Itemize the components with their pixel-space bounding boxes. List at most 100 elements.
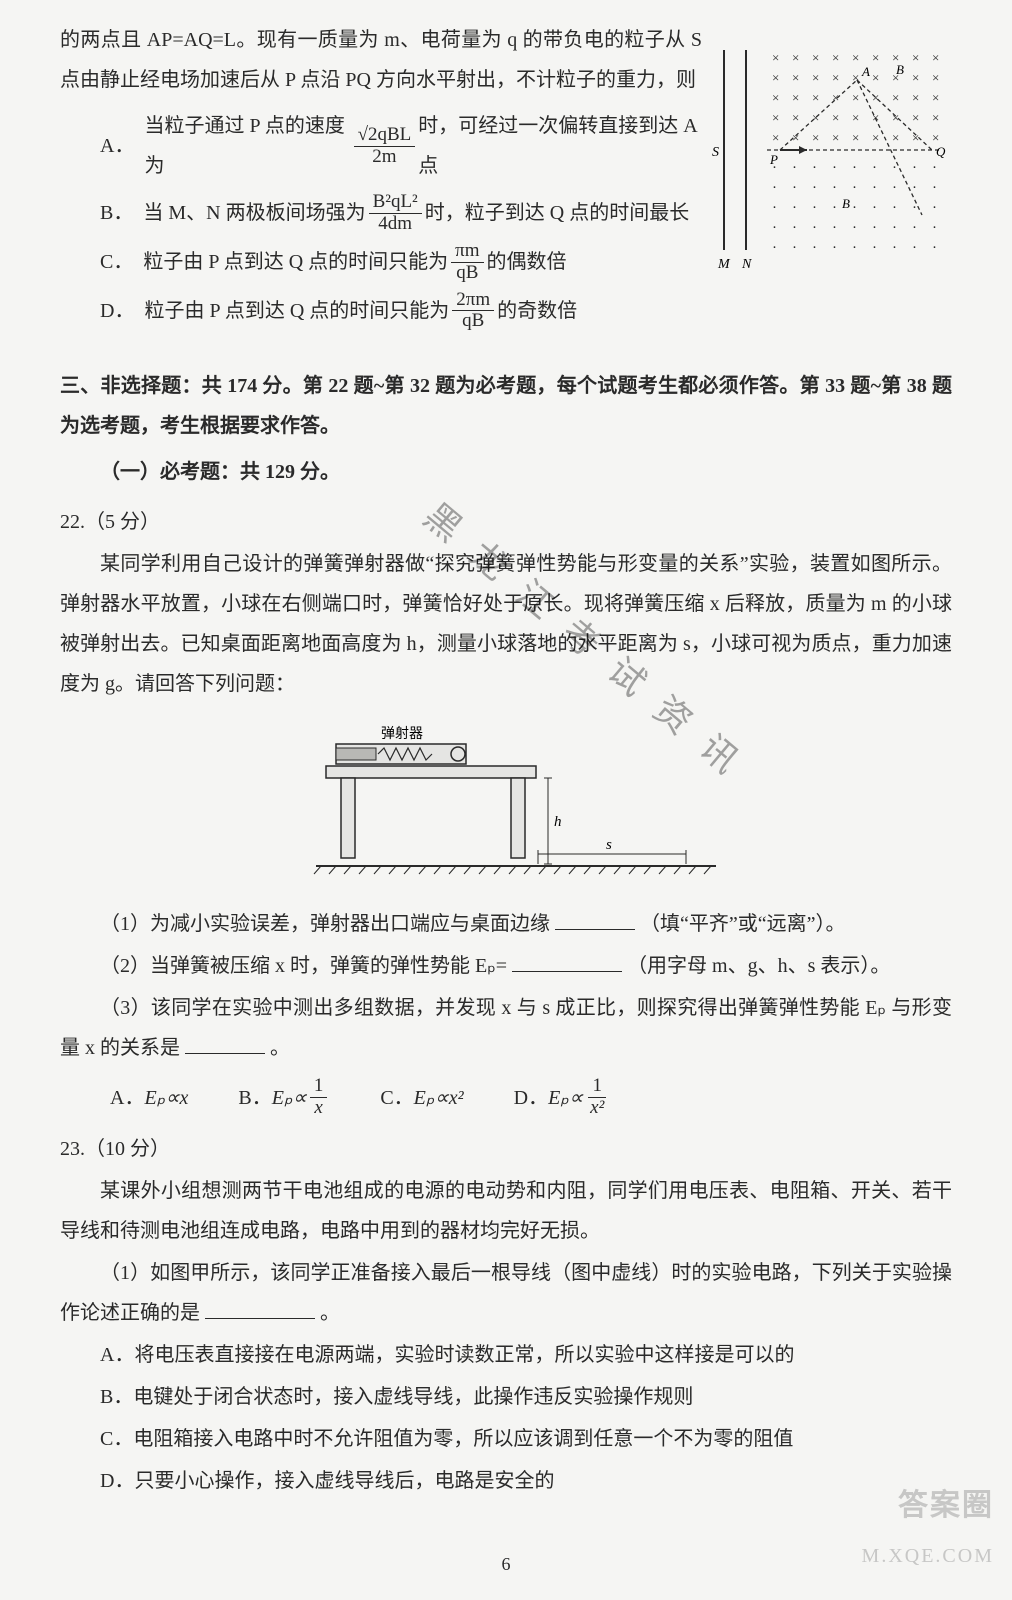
q21-option-d: D． 粒子由 P 点到达 Q 点的时间只能为 2πm qB 的奇数倍 <box>60 290 702 333</box>
fraction: πm qB <box>451 241 483 284</box>
svg-text:×: × <box>892 110 899 125</box>
svg-text:·: · <box>832 200 837 216</box>
q21-diagram: S M N ××××××××× ××××××××× ××××××××× ××××… <box>712 20 952 280</box>
svg-text:×: × <box>872 130 879 145</box>
svg-text:·: · <box>812 160 817 176</box>
option-label: A． <box>100 126 134 166</box>
svg-text:×: × <box>832 110 839 125</box>
svg-text:×: × <box>932 130 939 145</box>
svg-text:×: × <box>852 50 859 65</box>
q22-opt-c-text: Eₚ∝x² <box>414 1078 464 1118</box>
q21-b-post: 时，粒子到达 Q 点的时间最长 <box>425 193 689 233</box>
svg-text:·: · <box>892 220 897 236</box>
svg-text:·: · <box>932 160 937 176</box>
svg-text:×: × <box>772 110 779 125</box>
q22-sub3: （3）该同学在实验中测出多组数据，并发现 x 与 s 成正比，则探究得出弹簧弹性… <box>60 988 952 1068</box>
q21-option-c: C． 粒子由 P 点到达 Q 点的时间只能为 πm qB 的偶数倍 <box>60 241 702 284</box>
q21-intro: 的两点且 AP=AQ=L。现有一质量为 m、电荷量为 q 的带负电的粒子从 S … <box>60 20 702 100</box>
q22-s2-pre: （2）当弹簧被压缩 x 时，弹簧的弹性势能 Eₚ= <box>100 955 507 977</box>
fraction: 2πm qB <box>452 290 494 333</box>
device-label: 弹射器 <box>381 726 423 742</box>
fraction-den: qB <box>452 263 482 284</box>
svg-text:·: · <box>932 180 937 196</box>
label-p: P <box>769 152 778 167</box>
svg-text:·: · <box>852 160 857 176</box>
svg-text:×: × <box>772 70 779 85</box>
svg-text:·: · <box>832 240 837 256</box>
svg-text:·: · <box>832 180 837 196</box>
field-dots: ········· ········· ········· ········· … <box>772 160 937 256</box>
svg-text:·: · <box>812 220 817 236</box>
svg-text:×: × <box>872 50 879 65</box>
svg-text:·: · <box>892 180 897 196</box>
svg-text:×: × <box>832 50 839 65</box>
q22-header: 22.（5 分） <box>60 502 952 542</box>
svg-text:·: · <box>852 240 857 256</box>
svg-text:·: · <box>832 160 837 176</box>
svg-text:×: × <box>932 110 939 125</box>
svg-text:×: × <box>812 130 819 145</box>
q22-options: A．Eₚ∝x B．Eₚ∝ 1 x C．Eₚ∝x² D．Eₚ∝ 1 x² <box>60 1076 952 1119</box>
svg-text:·: · <box>792 160 797 176</box>
option-label: C． <box>100 242 133 282</box>
svg-text:×: × <box>812 110 819 125</box>
svg-text:×: × <box>772 50 779 65</box>
blank-input[interactable] <box>512 950 622 972</box>
q23-header: 23.（10 分） <box>60 1129 952 1169</box>
label-q: Q <box>936 144 946 159</box>
q21-option-a: A． 当粒子通过 P 点的速度为 √2qBL 2m 时，可经过一次偏转直接到达 … <box>60 106 702 186</box>
svg-text:·: · <box>932 220 937 236</box>
q21-b-pre: 当 M、N 两极板间场强为 <box>143 193 365 233</box>
option-label: D． <box>100 291 134 331</box>
q22-sub1: （1）为减小实验误差，弹射器出口端应与桌面边缘 （填“平齐”或“远离”）。 <box>60 904 952 944</box>
svg-text:×: × <box>852 90 859 105</box>
q22-sub2: （2）当弹簧被压缩 x 时，弹簧的弹性势能 Eₚ= （用字母 m、g、h、s 表… <box>60 946 952 986</box>
q22-s1-pre: （1）为减小实验误差，弹射器出口端应与桌面边缘 <box>100 913 550 935</box>
q23-p1: 某课外小组想测两节干电池组成的电源的电动势和内阻，同学们用电压表、电阻箱、开关、… <box>60 1171 952 1251</box>
svg-text:·: · <box>852 180 857 196</box>
svg-text:×: × <box>932 70 939 85</box>
blank-input[interactable] <box>185 1032 265 1054</box>
svg-text:·: · <box>792 220 797 236</box>
q23-p2: （1）如图甲所示，该同学正准备接入最后一根导线（图中虚线）时的实验电路，下列关于… <box>60 1253 952 1333</box>
q21-c-post: 的偶数倍 <box>487 242 567 282</box>
svg-text:·: · <box>792 180 797 196</box>
section3-sub: （一）必考题：共 129 分。 <box>60 452 952 492</box>
svg-text:×: × <box>772 130 779 145</box>
svg-text:×: × <box>812 90 819 105</box>
q23-opt-a: A．将电压表直接接在电源两端，实验时读数正常，所以实验中这样接是可以的 <box>60 1335 952 1375</box>
section3-heading: 三、非选择题：共 174 分。第 22 题~第 32 题为必考题，每个试题考生都… <box>60 366 952 446</box>
svg-text:×: × <box>872 90 879 105</box>
svg-text:·: · <box>772 220 777 236</box>
q22-figure: 弹射器 h s <box>60 716 952 886</box>
q23-opt-b: B．电键处于闭合状态时，接入虚线导线，此操作违反实验操作规则 <box>60 1377 952 1417</box>
svg-text:·: · <box>892 240 897 256</box>
q23-p2b: 。 <box>320 1302 340 1324</box>
svg-text:×: × <box>772 90 779 105</box>
svg-text:·: · <box>912 160 917 176</box>
q23-p2a: （1）如图甲所示，该同学正准备接入最后一根导线（图中虚线）时的实验电路，下列关于… <box>60 1262 952 1324</box>
svg-text:·: · <box>852 220 857 236</box>
label-b-top: B <box>896 62 904 77</box>
svg-text:·: · <box>812 240 817 256</box>
q23-opt-c: C．电阻箱接入电路中时不允许阻值为零，所以应该调到任意一个不为零的阻值 <box>60 1419 952 1459</box>
svg-text:·: · <box>932 200 937 216</box>
svg-text:·: · <box>812 180 817 196</box>
svg-text:×: × <box>792 50 799 65</box>
page-number: 6 <box>502 1546 511 1582</box>
fraction-num: B²qL² <box>369 192 422 214</box>
q22-s3b: 。 <box>270 1037 290 1059</box>
blank-input[interactable] <box>205 1297 315 1319</box>
q22-s2-post: （用字母 m、g、h、s 表示）。 <box>627 955 890 977</box>
blank-input[interactable] <box>555 908 635 930</box>
q21-a-post: 时，可经过一次偏转直接到达 A 点 <box>418 106 702 186</box>
label-a: A <box>861 64 870 79</box>
svg-text:·: · <box>912 220 917 236</box>
fraction-num: 2πm <box>452 290 494 312</box>
label-b-bot: B <box>842 196 850 211</box>
fraction: 1 x <box>310 1076 328 1119</box>
q21-option-b: B． 当 M、N 两极板间场强为 B²qL² 4dm 时，粒子到达 Q 点的时间… <box>60 192 702 235</box>
svg-text:×: × <box>912 50 919 65</box>
watermark-corner-2: M.XQE.COM <box>862 1536 994 1576</box>
fraction-den: qB <box>458 311 488 332</box>
